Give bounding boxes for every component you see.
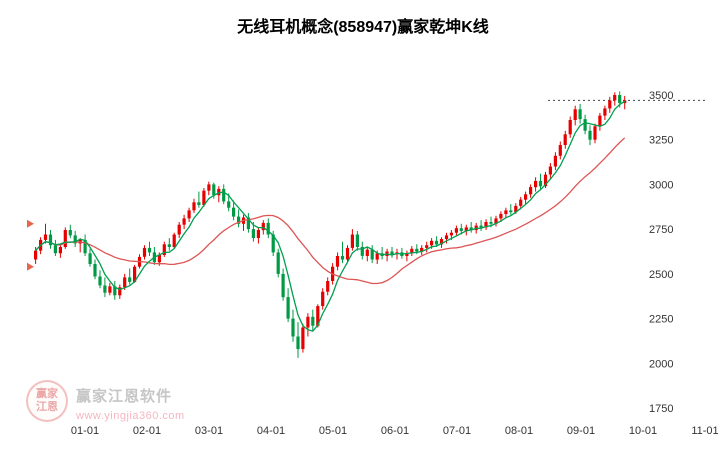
x-axis-tick: 04-01 <box>257 425 285 437</box>
left-price-markers <box>27 219 34 271</box>
y-axis-tick: 3000 <box>649 179 673 191</box>
x-axis-tick: 11-01 <box>691 425 718 437</box>
y-axis-tick: 1750 <box>649 403 673 415</box>
x-axis-tick: 09-01 <box>567 425 595 437</box>
x-axis-labels: 01-01 02-01 03-01 04-01 05-01 06-01 07-01 08-01… <box>71 425 719 437</box>
watermark-name: 赢家江恩软件 <box>76 388 173 405</box>
x-axis-tick: 06-01 <box>381 425 409 437</box>
y-axis-tick: 2750 <box>649 224 673 236</box>
y-axis-tick: 2250 <box>649 314 673 326</box>
x-axis-tick: 03-01 <box>195 425 223 437</box>
page-title: 无线耳机概念(858947)赢家乾坤K线 <box>237 19 489 36</box>
y-axis-labels: 3500 3250 3000 2750 2500 2250 2000 1750 <box>649 90 673 415</box>
y-axis-tick: 3500 <box>649 90 673 102</box>
watermark: 赢家 江恩 赢家江恩软件 www.yingjia360.com <box>26 380 185 422</box>
x-axis-tick: 01-01 <box>71 425 99 437</box>
x-axis-tick: 08-01 <box>505 425 533 437</box>
y-axis-tick: 2500 <box>649 269 673 281</box>
x-axis-tick: 05-01 <box>319 425 347 437</box>
watermark-logo-text-1: 赢家 <box>36 388 58 401</box>
ma-fast-line <box>35 100 626 332</box>
x-axis-tick: 07-01 <box>443 425 471 437</box>
y-axis-tick: 3250 <box>649 135 673 147</box>
ma-slow-line <box>35 137 626 285</box>
watermark-url: www.yingjia360.com <box>76 410 185 422</box>
x-axis-tick: 10-01 <box>629 425 657 437</box>
watermark-logo-text-2: 江恩 <box>36 401 58 413</box>
candles-layer <box>34 91 627 358</box>
x-axis-tick: 02-01 <box>133 425 161 437</box>
y-axis-tick: 2000 <box>649 358 673 370</box>
watermark-logo-icon: 赢家 江恩 <box>26 380 68 422</box>
